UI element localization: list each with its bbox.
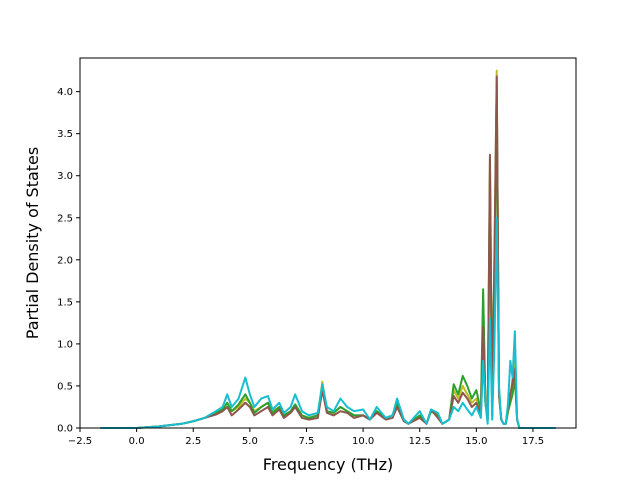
y-tick-label: 1.5 <box>57 297 73 308</box>
x-tick-label: 17.5 <box>522 436 544 447</box>
x-tick-label: 2.5 <box>185 436 201 447</box>
x-tick-label: 5.0 <box>242 436 258 447</box>
x-tick-label: 12.5 <box>409 436 431 447</box>
y-tick-label: 3.5 <box>57 129 73 140</box>
y-tick-label: 3.0 <box>57 171 73 182</box>
x-tick-label: 0.0 <box>129 436 145 447</box>
y-tick-label: 0.5 <box>57 381 73 392</box>
x-axis-label: Frequency (THz) <box>263 455 393 474</box>
plot-lines <box>100 69 556 429</box>
x-tick-label: 15.0 <box>465 436 487 447</box>
x-tick-label: 7.5 <box>299 436 315 447</box>
axes-frame <box>79 57 577 429</box>
y-axis-ticks: 0.0 0.5 1.0 1.5 2.0 2.5 3.0 3.5 4.0 <box>57 87 80 435</box>
y-tick-label: 0.0 <box>57 424 73 435</box>
y-tick-label: 1.0 <box>57 339 73 350</box>
y-tick-label: 2.0 <box>57 255 73 266</box>
x-axis-ticks: −2.5 0.0 2.5 5.0 7.5 10.0 12.5 15.0 17.5 <box>68 428 544 447</box>
x-tick-label: −2.5 <box>68 436 92 447</box>
y-tick-label: 4.0 <box>57 87 73 98</box>
pdos-series-line-4 <box>100 216 556 429</box>
y-axis-label: Partial Density of States <box>23 147 42 339</box>
x-tick-label: 10.0 <box>352 436 374 447</box>
y-tick-label: 2.5 <box>57 213 73 224</box>
